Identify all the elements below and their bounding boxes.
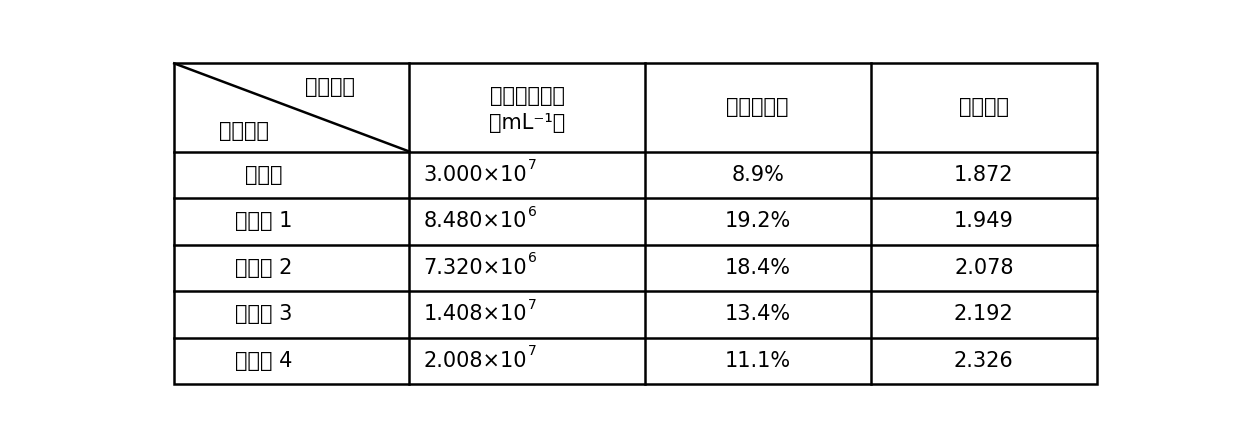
Text: 实施例 1: 实施例 1 xyxy=(234,211,293,231)
Text: 11.1%: 11.1% xyxy=(724,351,791,371)
Text: 实施例 3: 实施例 3 xyxy=(234,304,293,324)
Text: 检测项目: 检测项目 xyxy=(218,121,269,141)
Text: 实施例 2: 实施例 2 xyxy=(234,258,293,278)
Text: 3.000×10: 3.000×10 xyxy=(424,165,527,185)
Text: 2.192: 2.192 xyxy=(954,304,1013,324)
Text: 7: 7 xyxy=(528,158,537,172)
Text: 18.4%: 18.4% xyxy=(724,258,791,278)
Text: 8.480×10: 8.480×10 xyxy=(424,211,527,231)
Text: 6: 6 xyxy=(528,205,537,219)
Text: 2.326: 2.326 xyxy=(954,351,1013,371)
Text: 7: 7 xyxy=(528,298,537,312)
Text: 19.2%: 19.2% xyxy=(724,211,791,231)
Text: 2.078: 2.078 xyxy=(954,258,1013,278)
Text: 7: 7 xyxy=(528,344,537,358)
Text: （mL⁻¹）: （mL⁻¹） xyxy=(489,113,565,133)
Text: 1.949: 1.949 xyxy=(954,211,1014,231)
Text: 实施例 4: 实施例 4 xyxy=(234,351,293,371)
Text: 13.4%: 13.4% xyxy=(724,304,791,324)
Text: 1.408×10: 1.408×10 xyxy=(424,304,527,324)
Text: 细胞活力: 细胞活力 xyxy=(959,97,1009,117)
Text: 酶解法: 酶解法 xyxy=(244,165,283,185)
Text: 测定样品: 测定样品 xyxy=(305,77,356,97)
Text: 6: 6 xyxy=(528,251,537,265)
Text: 1.872: 1.872 xyxy=(954,165,1013,185)
Text: 7.320×10: 7.320×10 xyxy=(424,258,527,278)
Text: 8.9%: 8.9% xyxy=(732,165,784,185)
Text: 2.008×10: 2.008×10 xyxy=(424,351,527,371)
Text: 细胞碎片率: 细胞碎片率 xyxy=(727,97,789,117)
Text: 存活细胞含量: 存活细胞含量 xyxy=(490,85,564,105)
